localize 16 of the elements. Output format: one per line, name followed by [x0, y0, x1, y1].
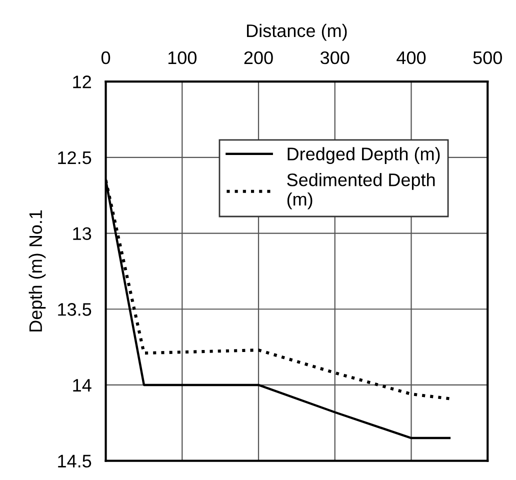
x-tick-label: 0	[101, 51, 110, 64]
legend-label: Dredged Depth (m)	[288, 147, 440, 164]
x-tick-label: 100	[168, 51, 197, 64]
x-tick-label: 200	[244, 51, 273, 64]
y-tick-label: 12.5	[58, 151, 92, 164]
x-axis-title: Distance (m)	[247, 24, 347, 41]
y-tick-label: 14.5	[58, 454, 92, 468]
y-tick-label: 12	[73, 76, 91, 88]
x-tick-label: 500	[473, 51, 502, 64]
x-tick-label: 400	[396, 51, 426, 64]
y-tick-label: 13.5	[58, 303, 92, 316]
y-tick-label: 13	[73, 227, 92, 240]
x-tick-label: 300	[320, 51, 350, 64]
y-axis-title: Depth (m) No.1	[28, 210, 46, 332]
y-tick-label: 14	[73, 379, 92, 392]
legend-label: Sedimented Depth (m)	[287, 173, 435, 210]
